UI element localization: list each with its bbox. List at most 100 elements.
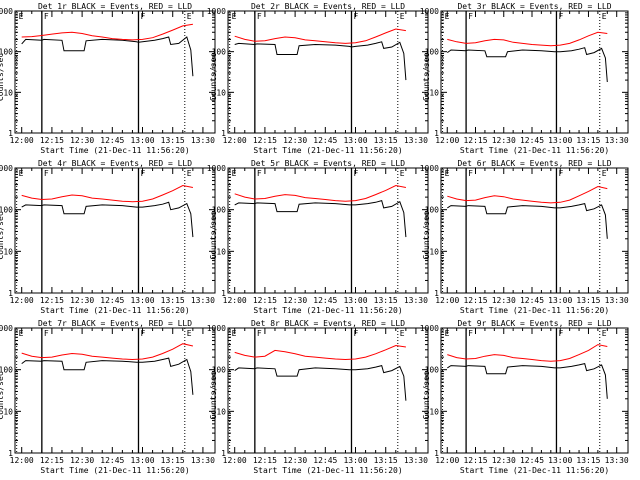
y-tick-label: 10 — [3, 247, 13, 256]
marker-label: E — [232, 169, 237, 178]
marker-label: F — [558, 12, 563, 21]
x-tick-label: 12:00 — [435, 136, 459, 145]
x-tick-label: 13:00 — [548, 296, 572, 305]
x-axis-label: Start Time (21-Dec-11 11:56:20) — [460, 466, 609, 475]
x-tick-label: 12:45 — [520, 456, 544, 465]
x-tick-label: 13:30 — [605, 136, 629, 145]
panel-det-4: Det 4r BLACK = Events, RED = LLD 1 10 100 10… — [0, 159, 216, 315]
y-tick-label: 100 — [0, 48, 13, 57]
x-tick-label: 13:00 — [130, 456, 154, 465]
x-tick-label: 12:45 — [520, 296, 544, 305]
y-tick-label: 1 — [221, 449, 226, 458]
x-tick-label: 12:15 — [40, 456, 64, 465]
x-axis-label: Start Time (21-Dec-11 11:56:20) — [40, 146, 189, 155]
x-tick-label: 12:45 — [313, 296, 337, 305]
x-tick-label: 12:15 — [253, 296, 277, 305]
y-tick-label: 10 — [3, 88, 13, 97]
x-tick-label: 12:30 — [283, 456, 307, 465]
y-axis-label: Counts/sec — [422, 211, 431, 259]
marker-label: F — [353, 329, 358, 338]
x-axis-label: Start Time (21-Dec-11 11:56:20) — [253, 146, 402, 155]
x-tick-label: 12:30 — [492, 456, 516, 465]
marker-label: F — [257, 12, 262, 21]
series-line-lld — [234, 184, 406, 202]
y-tick-label: 100 — [0, 206, 13, 215]
x-tick-label: 12:00 — [223, 296, 247, 305]
x-axis-label: Start Time (21-Dec-11 11:56:20) — [40, 466, 189, 475]
series-line-events — [447, 47, 608, 83]
marker-label: F — [353, 12, 358, 21]
series-line-events — [21, 201, 194, 238]
y-tick-label: 100 — [212, 48, 227, 57]
x-tick-label: 13:15 — [576, 456, 600, 465]
x-tick-label: 12:00 — [10, 456, 34, 465]
x-tick-label: 13:00 — [548, 136, 572, 145]
x-tick-label: 12:15 — [463, 296, 487, 305]
x-tick-label: 13:15 — [374, 456, 398, 465]
marker-label: F — [257, 169, 262, 178]
series-line-events — [21, 36, 194, 77]
marker-label: F — [468, 12, 473, 21]
y-tick-label: 10 — [429, 407, 439, 416]
x-tick-label: 12:30 — [283, 296, 307, 305]
panel-det-6: Det 6r BLACK = Events, RED = LLD 1 10 100 10… — [420, 159, 629, 315]
y-tick-label: 100 — [0, 366, 13, 375]
series-line-lld — [234, 28, 406, 44]
series-line-lld — [21, 184, 193, 203]
y-axis-label: Counts/sec — [0, 53, 5, 101]
x-axis-label: Start Time (21-Dec-11 11:56:20) — [460, 146, 609, 155]
plot-frame — [14, 327, 216, 454]
y-tick-label: 10 — [216, 88, 226, 97]
panel-det-5: Det 5r BLACK = Events, RED = LLD 1 10 100 10… — [207, 159, 429, 315]
series-line-events — [447, 203, 608, 239]
x-tick-label: 12:00 — [435, 456, 459, 465]
marker-label: E — [602, 169, 607, 178]
y-tick-label: 100 — [425, 48, 440, 57]
x-tick-label: 12:00 — [10, 136, 34, 145]
panel-det-3: Det 3r BLACK = Events, RED = LLD 1 10 100 10… — [420, 2, 629, 155]
marker-label: F — [44, 169, 49, 178]
plot-frame — [227, 327, 429, 454]
x-tick-label: 13:00 — [548, 456, 572, 465]
panel-title: Det 3r BLACK = Events, RED = LLD — [457, 2, 611, 11]
x-tick-label: 12:15 — [253, 136, 277, 145]
marker-label: F — [558, 329, 563, 338]
x-tick-label: 12:15 — [463, 136, 487, 145]
series-line-events — [21, 357, 194, 395]
y-tick-label: 10 — [429, 247, 439, 256]
marker-label: E — [19, 329, 24, 338]
y-tick-label: 10 — [3, 407, 13, 416]
marker-label: E — [400, 12, 405, 21]
x-axis-label: Start Time (21-Dec-11 11:56:20) — [460, 306, 609, 315]
y-tick-label: 1000 — [420, 7, 439, 16]
plot-frame — [227, 167, 429, 294]
panel-det-8: Det 8r BLACK = Events, RED = LLD 1 10 100 10… — [207, 319, 429, 475]
marker-label: F — [140, 169, 145, 178]
x-tick-label: 12:30 — [492, 136, 516, 145]
y-tick-label: 10 — [429, 88, 439, 97]
x-tick-label: 12:30 — [70, 456, 94, 465]
marker-label: F — [140, 329, 145, 338]
x-tick-label: 13:30 — [605, 456, 629, 465]
x-tick-label: 12:00 — [223, 456, 247, 465]
x-tick-label: 13:00 — [343, 296, 367, 305]
x-tick-label: 12:45 — [313, 456, 337, 465]
marker-label: F — [353, 169, 358, 178]
marker-label: E — [187, 12, 192, 21]
series-line-lld — [447, 185, 608, 204]
plot-frame — [227, 10, 429, 134]
marker-label: F — [140, 12, 145, 21]
marker-label: E — [232, 329, 237, 338]
y-tick-label: 1000 — [0, 164, 13, 173]
marker-label: E — [602, 12, 607, 21]
x-tick-label: 12:15 — [40, 136, 64, 145]
x-tick-label: 13:15 — [576, 136, 600, 145]
plot-frame — [440, 167, 629, 294]
x-tick-label: 13:15 — [161, 136, 185, 145]
y-tick-label: 1 — [434, 289, 439, 298]
x-tick-label: 12:45 — [100, 136, 124, 145]
y-tick-label: 1 — [8, 449, 13, 458]
x-axis-label: Start Time (21-Dec-11 11:56:20) — [40, 306, 189, 315]
y-tick-label: 1000 — [420, 324, 439, 333]
panel-title: Det 1r BLACK = Events, RED = LLD — [38, 2, 192, 11]
